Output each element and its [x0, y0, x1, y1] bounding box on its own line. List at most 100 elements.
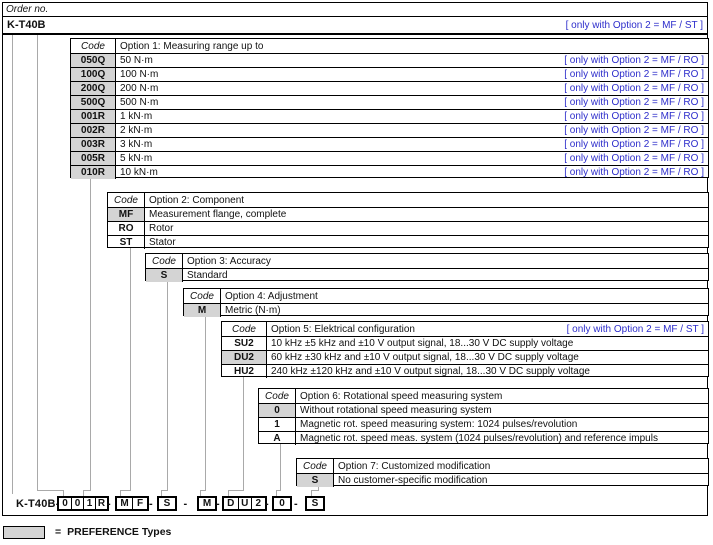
code-cell: ST — [108, 236, 145, 249]
option-title-cell: Option 1: Measuring range up to — [116, 39, 708, 53]
table-row: 0 Without rotational speed measuring syst… — [259, 403, 708, 417]
order-code-separator: - — [265, 497, 269, 510]
description-cell: Measurement flange, complete — [145, 208, 708, 221]
option-table-4: Code Option 4: Adjustment M Metric (N·m) — [183, 288, 709, 317]
table-row: S Standard — [146, 268, 708, 282]
option-table-header: Code Option 6: Rotational speed measuring… — [259, 389, 708, 403]
option-table-header: Code Option 5: Elektrical configuration [ … — [222, 322, 708, 336]
description-text: 10 kHz ±5 kHz and ±10 V output signal, 1… — [271, 338, 574, 349]
code-cell: HU2 — [222, 365, 267, 378]
code-cell: S — [297, 474, 334, 487]
order-code-group-7: S — [305, 496, 325, 511]
connector-line — [276, 490, 277, 498]
description-text: Stator — [149, 237, 176, 248]
preference-legend: = PREFERENCE Types — [3, 524, 171, 540]
description-text: Rotor — [149, 223, 174, 234]
connector-line — [318, 486, 319, 490]
description-cell: 200 N·m [ only with Option 2 = MF / RO ] — [116, 82, 708, 95]
option-title-cell: Option 4: Adjustment — [221, 289, 708, 303]
option-title: Option 3: Accuracy — [187, 255, 271, 267]
table-row: RO Rotor — [108, 221, 708, 235]
order-no-row: Order no. — [2, 2, 708, 17]
code-cell: 001R — [71, 110, 116, 123]
code-cell: 1 — [259, 418, 296, 431]
connector-line — [228, 490, 244, 491]
option-title-cell: Option 5: Elektrical configuration [ only… — [267, 322, 708, 336]
order-code-cell: 0 — [71, 498, 83, 509]
code-column-header: Code — [222, 322, 267, 336]
description-text: Magnetic rot. speed measuring system: 10… — [300, 419, 578, 430]
description-text: Metric (N·m) — [225, 305, 281, 316]
description-text: 10 kN·m — [120, 167, 158, 178]
connector-line — [311, 490, 312, 498]
order-code-group-4: M — [197, 496, 217, 511]
description-text: 500 N·m — [120, 97, 159, 108]
description-cell: 500 N·m [ only with Option 2 = MF / RO ] — [116, 96, 708, 109]
order-code-cell: F — [132, 498, 147, 509]
table-row: 500Q 500 N·m [ only with Option 2 = MF / R… — [71, 95, 708, 109]
description-cell: Standard — [183, 269, 708, 282]
description-text: Without rotational speed measuring syste… — [300, 405, 492, 416]
description-cell: Without rotational speed measuring syste… — [296, 404, 708, 417]
order-code-cell: 0 — [279, 498, 285, 509]
code-cell: 200Q — [71, 82, 116, 95]
description-cell: 10 kN·m [ only with Option 2 = MF / RO ] — [116, 166, 708, 179]
table-row: DU2 60 kHz ±30 kHz and ±10 V output signa… — [222, 350, 708, 364]
description-cell: Metric (N·m) — [221, 304, 708, 317]
description-text: 5 kN·m — [120, 153, 153, 164]
model-name: K-T40B — [7, 19, 46, 31]
table-row: 050Q 50 N·m [ only with Option 2 = MF / RO… — [71, 53, 708, 67]
description-text: 50 N·m — [120, 55, 153, 66]
row-annotation: [ only with Option 2 = MF / RO ] — [564, 111, 704, 122]
model-row: K-T40B [ only with Option 2 = MF / ST ] — [2, 17, 708, 35]
table-row: S No customer-specific modification — [297, 473, 708, 487]
description-cell: 3 kN·m [ only with Option 2 = MF / RO ] — [116, 138, 708, 151]
order-code-group-3: S — [157, 496, 177, 511]
description-cell: 5 kN·m [ only with Option 2 = MF / RO ] — [116, 152, 708, 165]
order-code-cell: S — [163, 498, 171, 509]
description-cell: 100 N·m [ only with Option 2 = MF / RO ] — [116, 68, 708, 81]
row-annotation: [ only with Option 2 = MF / RO ] — [564, 83, 704, 94]
description-text: 60 kHz ±30 kHz and ±10 V output signal, … — [271, 352, 579, 363]
option-table-header: Code Option 7: Customized modification — [297, 459, 708, 473]
option-title-cell: Option 6: Rotational speed measuring sys… — [296, 389, 708, 403]
code-cell: 500Q — [71, 96, 116, 109]
order-code-separator: - — [183, 497, 188, 510]
description-cell: Stator — [145, 236, 708, 249]
table-row: 1 Magnetic rot. speed measuring system: 1… — [259, 417, 708, 431]
code-cell: 010R — [71, 166, 116, 179]
legend-equals: = — [55, 526, 62, 538]
row-annotation: [ only with Option 2 = MF / RO ] — [564, 97, 704, 108]
table-row: M Metric (N·m) — [184, 303, 708, 317]
option-table-header: Code Option 4: Adjustment — [184, 289, 708, 303]
code-cell: SU2 — [222, 337, 267, 350]
option-table-6: Code Option 6: Rotational speed measuring… — [258, 388, 709, 445]
connector-line — [200, 490, 206, 491]
connector-line — [200, 490, 201, 498]
description-cell: 2 kN·m [ only with Option 2 = MF / RO ] — [116, 124, 708, 137]
order-code-group-6: 0 — [272, 496, 292, 511]
description-cell: Magnetic rot. speed meas. system (1024 p… — [296, 432, 708, 445]
connector-line — [120, 490, 131, 491]
connector-line — [167, 281, 168, 490]
connector-line — [83, 490, 91, 491]
option-title: Option 2: Component — [149, 194, 245, 206]
order-code-prefix: K-T40B- — [16, 497, 60, 510]
option-table-2: Code Option 2: Component MF Measurement fla… — [107, 192, 709, 249]
connector-line — [12, 35, 13, 494]
table-row: 001R 1 kN·m [ only with Option 2 = MF / RO… — [71, 109, 708, 123]
connector-line — [161, 490, 168, 491]
code-cell: 003R — [71, 138, 116, 151]
row-annotation: [ only with Option 2 = MF / RO ] — [564, 125, 704, 136]
description-cell: Rotor — [145, 222, 708, 235]
code-cell: 050Q — [71, 54, 116, 67]
order-code-cell: 1 — [83, 498, 95, 509]
description-text: Standard — [187, 270, 228, 281]
order-code-cell: D — [227, 498, 235, 509]
order-code-cell: 2 — [251, 498, 265, 509]
option-title: Option 6: Rotational speed measuring sys… — [300, 390, 503, 402]
connector-line — [37, 490, 64, 491]
code-cell: MF — [108, 208, 145, 221]
description-text: 200 N·m — [120, 83, 159, 94]
